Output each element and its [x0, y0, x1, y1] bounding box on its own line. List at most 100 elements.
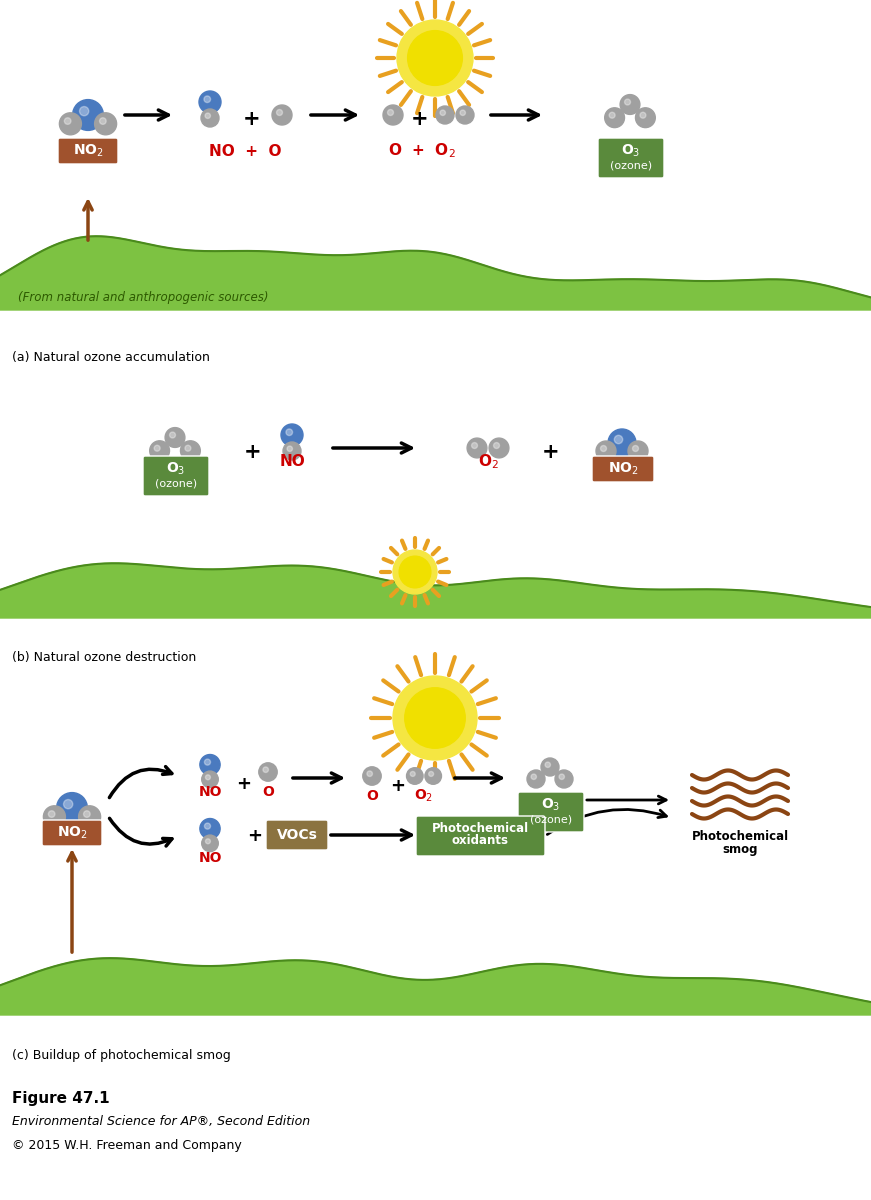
Circle shape: [640, 113, 646, 118]
Text: (ozone): (ozone): [530, 814, 572, 824]
Circle shape: [383, 104, 403, 125]
Text: Figure 47.1: Figure 47.1: [12, 1091, 110, 1105]
Circle shape: [541, 758, 559, 776]
Circle shape: [367, 770, 373, 776]
Circle shape: [165, 427, 185, 448]
Circle shape: [64, 799, 73, 809]
Circle shape: [490, 438, 509, 458]
Text: oxidants: oxidants: [451, 834, 509, 847]
Text: O  +  O$_2$: O + O$_2$: [388, 142, 456, 161]
Circle shape: [460, 110, 465, 115]
Circle shape: [202, 772, 219, 787]
Circle shape: [527, 770, 545, 788]
Circle shape: [205, 823, 211, 829]
Circle shape: [405, 688, 465, 749]
Circle shape: [281, 424, 303, 446]
Text: O$_2$: O$_2$: [415, 787, 434, 804]
Circle shape: [467, 438, 487, 458]
Text: O$_3$: O$_3$: [542, 797, 561, 814]
Text: +: +: [247, 827, 262, 845]
Circle shape: [206, 775, 211, 780]
Circle shape: [205, 113, 211, 119]
Text: +: +: [542, 442, 560, 462]
Circle shape: [272, 104, 292, 125]
Circle shape: [57, 792, 87, 823]
Circle shape: [154, 445, 160, 451]
Circle shape: [199, 755, 220, 775]
Circle shape: [263, 767, 268, 773]
Text: NO$_2$: NO$_2$: [608, 461, 638, 478]
Text: smog: smog: [722, 842, 758, 856]
Circle shape: [79, 107, 89, 115]
Circle shape: [440, 110, 445, 115]
Circle shape: [286, 428, 293, 436]
Circle shape: [625, 100, 631, 104]
Circle shape: [410, 772, 415, 776]
Circle shape: [393, 550, 437, 594]
Circle shape: [204, 96, 211, 102]
Text: (ozone): (ozone): [155, 478, 197, 488]
Text: (From natural and anthropogenic sources): (From natural and anthropogenic sources): [18, 292, 268, 305]
Text: (ozone): (ozone): [610, 160, 652, 170]
Circle shape: [44, 806, 65, 828]
Circle shape: [614, 436, 623, 444]
FancyBboxPatch shape: [266, 820, 328, 850]
Circle shape: [206, 839, 211, 844]
Circle shape: [259, 763, 277, 781]
Text: Photochemical: Photochemical: [431, 822, 529, 835]
FancyBboxPatch shape: [592, 456, 654, 482]
Circle shape: [429, 772, 434, 776]
Circle shape: [72, 100, 104, 131]
Text: (c) Buildup of photochemical smog: (c) Buildup of photochemical smog: [12, 1049, 231, 1062]
Text: O$_3$: O$_3$: [621, 143, 641, 160]
Circle shape: [150, 440, 170, 461]
FancyBboxPatch shape: [416, 816, 545, 856]
Circle shape: [636, 108, 655, 127]
Circle shape: [596, 440, 616, 461]
Circle shape: [604, 108, 625, 127]
Circle shape: [199, 818, 220, 839]
FancyBboxPatch shape: [518, 792, 584, 832]
Circle shape: [628, 440, 648, 461]
FancyBboxPatch shape: [143, 456, 209, 496]
Circle shape: [531, 774, 537, 780]
Text: +: +: [390, 778, 406, 794]
Circle shape: [287, 446, 293, 451]
Text: NO  +  O: NO + O: [209, 144, 281, 158]
Circle shape: [388, 109, 394, 115]
Circle shape: [64, 118, 71, 125]
Circle shape: [425, 768, 442, 785]
Circle shape: [456, 106, 474, 124]
Circle shape: [436, 106, 454, 124]
Circle shape: [170, 432, 175, 438]
FancyBboxPatch shape: [598, 138, 664, 178]
Circle shape: [609, 113, 615, 118]
Circle shape: [407, 768, 423, 785]
Text: +: +: [243, 109, 260, 128]
Text: (b) Natural ozone destruction: (b) Natural ozone destruction: [12, 652, 196, 665]
Circle shape: [545, 762, 550, 768]
Circle shape: [49, 811, 55, 817]
Circle shape: [99, 118, 106, 125]
Circle shape: [393, 676, 477, 760]
Circle shape: [363, 767, 381, 785]
Text: NO$_2$: NO$_2$: [57, 824, 87, 841]
Text: NO: NO: [199, 785, 222, 799]
Circle shape: [555, 770, 573, 788]
Circle shape: [199, 91, 221, 113]
Text: Photochemical: Photochemical: [692, 829, 788, 842]
Circle shape: [283, 442, 301, 460]
Circle shape: [59, 113, 81, 134]
Circle shape: [399, 556, 431, 588]
Circle shape: [608, 428, 636, 457]
Circle shape: [397, 20, 473, 96]
Text: O$_2$: O$_2$: [477, 452, 498, 472]
Text: O: O: [262, 785, 274, 799]
Circle shape: [84, 811, 91, 817]
Text: Environmental Science for AP®, Second Edition: Environmental Science for AP®, Second Ed…: [12, 1116, 310, 1128]
Circle shape: [202, 835, 219, 852]
FancyBboxPatch shape: [58, 138, 118, 164]
Text: NO: NO: [199, 851, 222, 865]
Circle shape: [471, 443, 477, 449]
Text: O$_3$: O$_3$: [166, 461, 186, 478]
